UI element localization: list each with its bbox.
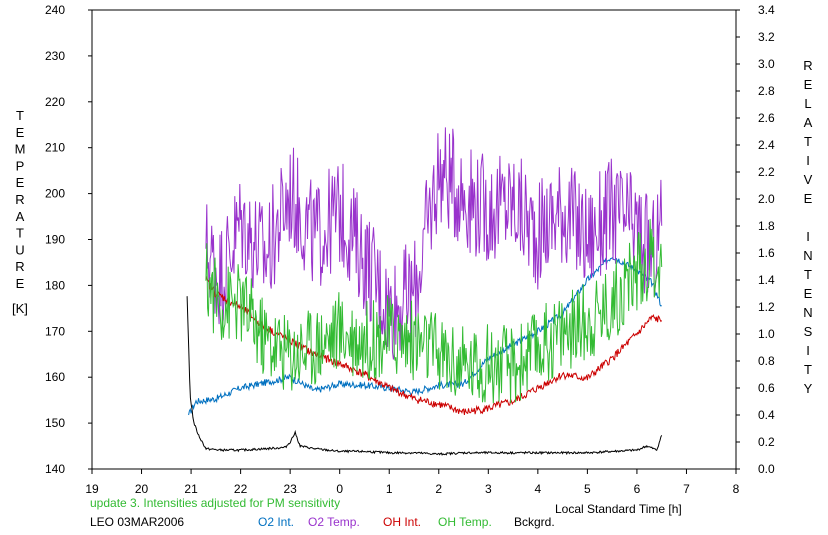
right-tick-label: 0.4 [758, 408, 775, 422]
right-axis-label-letter: T [804, 267, 812, 282]
left-axis-label-letter: R [15, 192, 24, 207]
x-tick-label: 4 [535, 482, 542, 496]
left-tick-label: 220 [45, 95, 65, 109]
series-layer [186, 127, 663, 456]
right-axis-label-letter: T [804, 134, 812, 149]
annotation: update 3. Intensities adjusted for PM se… [90, 496, 340, 510]
left-axis-label-letter: P [16, 158, 25, 173]
legend-entry: OH Temp. [438, 515, 492, 529]
legend-entry: Bckgrd. [514, 515, 555, 529]
right-tick-label: 2.2 [758, 165, 775, 179]
left-tick-label: 240 [45, 3, 65, 17]
x-tick-label: 6 [634, 482, 641, 496]
right-tick-label: 1.6 [758, 246, 775, 260]
right-tick-label: 3.0 [758, 57, 775, 71]
left-axis-label-letter: E [16, 175, 25, 190]
right-axis-label-letter: E [804, 286, 813, 301]
legend-entry: O2 Temp. [308, 515, 360, 529]
x-tick-label: 7 [683, 482, 690, 496]
left-tick-label: 230 [45, 49, 65, 63]
left-axis-label-letter: E [16, 125, 25, 140]
right-axis-label-letter: E [804, 77, 813, 92]
right-tick-label: 3.2 [758, 30, 775, 44]
legend-entry: O2 Int. [258, 515, 294, 529]
left-axis: 140 150 160 170 180 190 200 210 220 230 240 [45, 3, 92, 476]
left-tick-label: 140 [45, 462, 65, 476]
series-o2-temp-line [205, 127, 663, 360]
right-tick-label: 1.0 [758, 327, 775, 341]
right-axis-label-letter: T [804, 362, 812, 377]
right-axis-label-letter: I [806, 343, 810, 358]
x-tick-label: 8 [733, 482, 740, 496]
right-axis-label-letter: I [806, 229, 810, 244]
right-axis-label-letter: Y [804, 381, 813, 396]
left-axis-label-letter: R [15, 259, 24, 274]
left-axis-label-letter: A [16, 209, 25, 224]
x-tick-label: 23 [283, 482, 297, 496]
right-axis-label-letter: R [803, 58, 812, 73]
left-axis-label-letter: U [15, 242, 24, 257]
right-axis-label-letter: E [804, 191, 813, 206]
right-axis-label-letter: A [804, 115, 813, 130]
x-tick-label: 20 [135, 482, 149, 496]
right-tick-label: 1.2 [758, 300, 775, 314]
left-tick-label: 180 [45, 278, 65, 292]
right-axis-label-letter: I [806, 153, 810, 168]
right-tick-label: 1.8 [758, 219, 775, 233]
x-tick-label: 21 [184, 482, 198, 496]
x-tick-label: 1 [386, 482, 393, 496]
left-tick-label: 150 [45, 416, 65, 430]
right-tick-label: 0.6 [758, 381, 775, 395]
station-label: LEO 03MAR2006 [90, 515, 184, 529]
series-bckgrd-line [186, 296, 663, 456]
right-axis: 0.0 0.2 0.4 0.6 0.8 1.0 1.2 1.4 1.6 1.8 2.0 2.2 2.4 2… [736, 3, 775, 476]
left-tick-label: 190 [45, 233, 65, 247]
right-tick-label: 2.8 [758, 84, 775, 98]
series-oh-int-line [205, 275, 663, 415]
left-axis-label-letter: T [16, 226, 24, 241]
legend: O2 Int. O2 Temp. OH Int. OH Temp. Bckgrd. [258, 515, 555, 529]
x-axis: 19 20 21 22 23 0 1 2 3 4 5 6 7 8 [85, 469, 740, 496]
x-tick-label: 19 [85, 482, 99, 496]
x-tick-label: 0 [336, 482, 343, 496]
x-tick-label: 22 [234, 482, 248, 496]
right-axis-label-letter: V [804, 172, 813, 187]
x-tick-label: 5 [584, 482, 591, 496]
right-tick-label: 0.2 [758, 435, 775, 449]
x-axis-label: Local Standard Time [h] [555, 502, 682, 516]
right-tick-label: 2.0 [758, 192, 775, 206]
right-axis-label-letter: N [803, 305, 812, 320]
right-tick-label: 0.0 [758, 462, 775, 476]
right-tick-label: 3.4 [758, 3, 775, 17]
left-tick-label: 200 [45, 187, 65, 201]
right-axis-label-letter: L [804, 96, 811, 111]
left-tick-label: 210 [45, 141, 65, 155]
left-axis-label-letter: M [15, 142, 26, 157]
left-axis-label-letter: T [16, 108, 24, 123]
x-tick-label: 2 [435, 482, 442, 496]
x-tick-label: 3 [485, 482, 492, 496]
left-axis-label-letter: E [16, 276, 25, 291]
right-tick-label: 2.6 [758, 111, 775, 125]
right-axis-label-letter: N [803, 248, 812, 263]
right-tick-label: 1.4 [758, 273, 775, 287]
legend-entry: OH Int. [383, 515, 421, 529]
left-tick-label: 170 [45, 324, 65, 338]
left-tick-label: 160 [45, 370, 65, 384]
right-tick-label: 0.8 [758, 354, 775, 368]
left-axis-unit: [K] [12, 301, 28, 316]
series-oh-temp-line [205, 218, 663, 404]
right-axis-label-letter: S [804, 324, 813, 339]
plot-area [91, 9, 737, 470]
right-tick-label: 2.4 [758, 138, 775, 152]
